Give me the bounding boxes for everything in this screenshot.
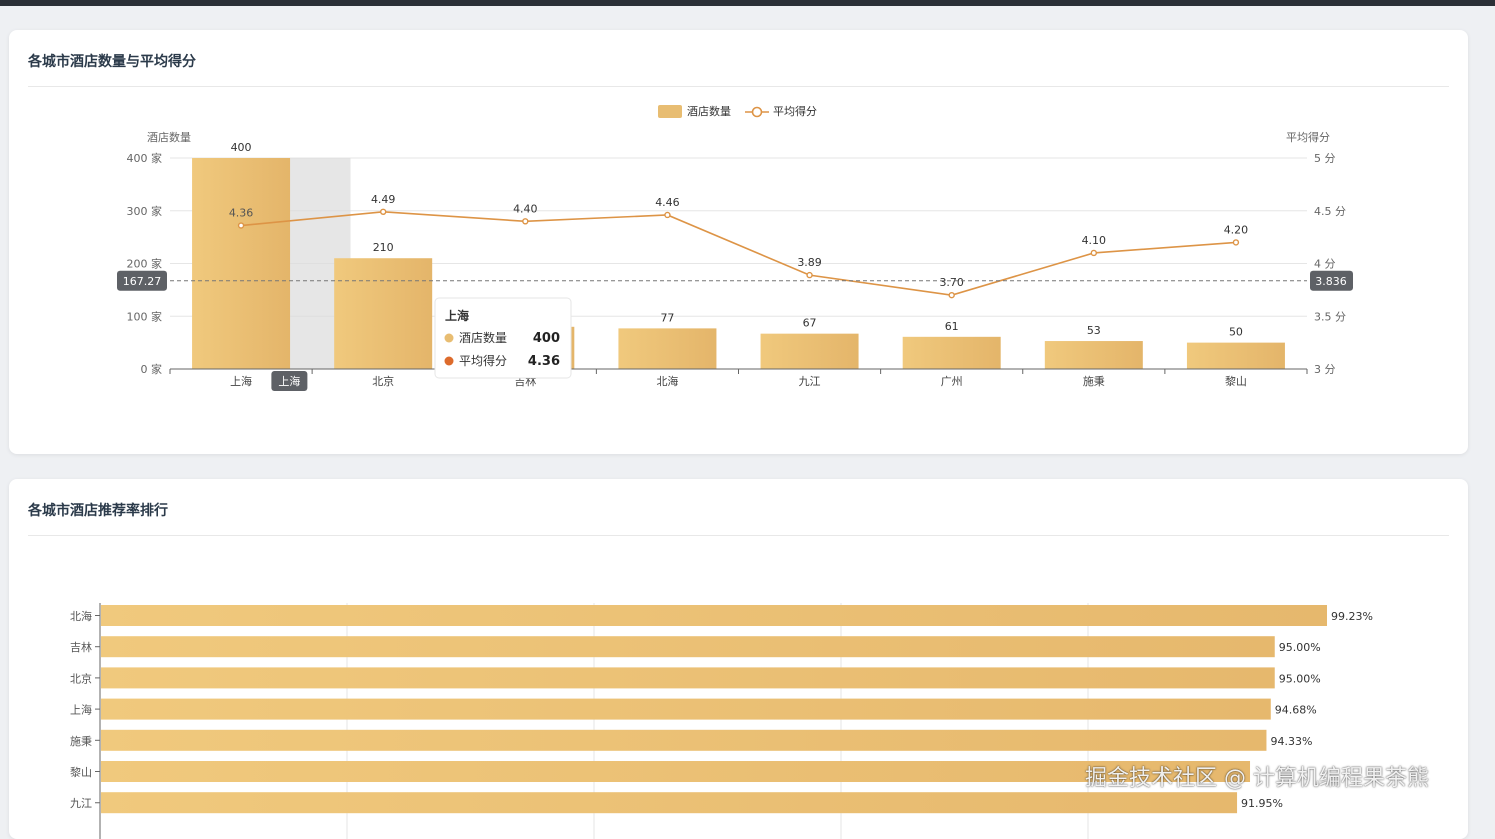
score-point [948, 291, 955, 299]
y-right-tick-label: 3 分 [1314, 363, 1336, 376]
legend-bar-label: 酒店数量 [687, 104, 731, 118]
y-right-tick-label: 4 分 [1314, 258, 1336, 271]
tooltip-marker [444, 333, 454, 343]
y-tick-label: 上海 [70, 703, 92, 717]
bar-value-label: 61 [945, 320, 959, 333]
score-point [379, 208, 387, 216]
y-tick-label: 吉林 [70, 640, 92, 654]
score-point [806, 271, 813, 279]
x-tick-label: 施秉 [1083, 374, 1105, 388]
score-point [522, 218, 529, 225]
y-left-tick-label: 300 家 [127, 204, 163, 218]
crosshair-right-value: 3.836 [1315, 275, 1347, 288]
y-right-tick-label: 4.5 分 [1314, 205, 1346, 218]
recommend-bar-chart: 北海 99.23% 吉林 95.00% 北京 95.00% 上海 94.68% 施秉 94.33%… [70, 603, 1373, 839]
score-value-label: 4.36 [229, 207, 254, 220]
score-value-label: 4.20 [1224, 223, 1249, 236]
y-tick-label: 北海 [70, 609, 92, 623]
y-right-tick-label: 5 分 [1314, 152, 1336, 165]
y-tick-label: 九江 [70, 797, 92, 810]
y-tick-label: 北京 [70, 671, 92, 685]
tooltip-marker [444, 356, 454, 366]
score-point [1090, 249, 1098, 257]
y-tick-label: 施秉 [70, 734, 92, 748]
score-point [664, 211, 671, 219]
tooltip-series-value: 4.36 [528, 354, 560, 369]
bar [101, 761, 1251, 782]
hotel-stats-title: 各城市酒店数量与平均得分 [28, 54, 196, 70]
tooltip-box [434, 297, 572, 379]
crosshair-category-value: 上海 [278, 374, 300, 388]
y-left-tick-label: 0 家 [141, 362, 163, 376]
score-value-label: 3.70 [939, 276, 964, 289]
legend-line-marker [751, 106, 763, 118]
bar-value-label: 400 [231, 141, 252, 154]
bar [101, 698, 1271, 720]
y-right-axis-name: 平均得分 [1286, 131, 1330, 144]
combo-chart: 0 家 100 家 200 家 300 家 400 家 3 分 3.5 分 4 分 4.5 分 5… [117, 104, 1353, 391]
tooltip-series-value: 400 [533, 331, 560, 346]
watermark: 掘金技术社区 @ 计算机编程果茶熊 [1085, 766, 1429, 791]
legend-line-label: 平均得分 [773, 105, 817, 118]
bar [760, 333, 859, 369]
score-value-label: 4.49 [371, 193, 396, 206]
bar-value-label: 94.33% [1270, 735, 1312, 748]
tooltip-series-name: 平均得分 [459, 353, 507, 368]
bar [101, 667, 1275, 689]
bar [101, 729, 1267, 751]
bar [334, 258, 433, 369]
score-value-label: 4.40 [513, 202, 538, 215]
card-divider [28, 86, 1449, 87]
bar [1186, 342, 1285, 369]
bar-value-label: 95.00% [1279, 641, 1321, 654]
crosshair-left-value: 167.27 [123, 275, 162, 288]
legend-bar-swatch [658, 105, 682, 118]
bar-value-label: 99.23% [1331, 610, 1373, 623]
bar [192, 158, 291, 369]
card-divider [28, 535, 1449, 536]
y-right-tick-label: 3.5 分 [1314, 310, 1346, 323]
y-tick-label: 黎山 [70, 765, 92, 779]
crosshair-left-badge [117, 270, 167, 291]
x-tick-label: 九江 [799, 375, 821, 388]
bar [101, 792, 1238, 814]
y-left-tick-label: 200 家 [127, 257, 163, 271]
score-point [1232, 239, 1240, 246]
bar [618, 328, 717, 369]
x-tick-label: 广州 [941, 375, 963, 388]
bar-value-label: 77 [660, 311, 674, 324]
x-tick-label: 北京 [372, 374, 394, 388]
bar [902, 336, 1001, 369]
crosshair-category-badge [271, 371, 308, 391]
tooltip-title: 上海 [445, 308, 469, 323]
recommend-rate-card: 各城市酒店推荐率排行 北海 99.23% 吉林 95.00% 北京 95.00% 上海 94.… [9, 479, 1468, 839]
score-point [237, 222, 245, 229]
bar [101, 636, 1275, 658]
tooltip-series-name: 酒店数量 [459, 330, 507, 345]
crosshair-right-badge [1310, 270, 1353, 291]
score-value-label: 4.10 [1082, 234, 1107, 247]
y-left-tick-label: 100 家 [127, 309, 163, 323]
bar [101, 605, 1327, 626]
bar-value-label: 91.95% [1241, 797, 1283, 810]
x-tick-label: 黎山 [1225, 374, 1247, 388]
x-tick-label: 北海 [656, 374, 678, 388]
bar-value-label: 210 [373, 241, 394, 254]
bar-value-label: 50 [1229, 326, 1243, 339]
bar-value-label: 53 [1087, 324, 1101, 337]
score-value-label: 4.46 [655, 196, 680, 209]
bar-value-label: 67 [803, 317, 817, 330]
y-left-axis-name: 酒店数量 [147, 130, 191, 144]
x-tick-label: 上海 [230, 374, 252, 388]
score-line [240, 211, 1236, 296]
recommend-title: 各城市酒店推荐率排行 [28, 503, 168, 519]
bar-value-label: 94.68% [1275, 704, 1317, 717]
hotel-stats-card: 各城市酒店数量与平均得分 0 家 100 家 200 家 300 家 400 家 3 分 3… [9, 30, 1468, 454]
bar [1044, 341, 1143, 369]
score-value-label: 3.89 [797, 256, 822, 269]
bar-value-label: 95.00% [1279, 672, 1321, 685]
top-bar [0, 0, 1495, 6]
y-left-tick-label: 400 家 [127, 151, 163, 165]
